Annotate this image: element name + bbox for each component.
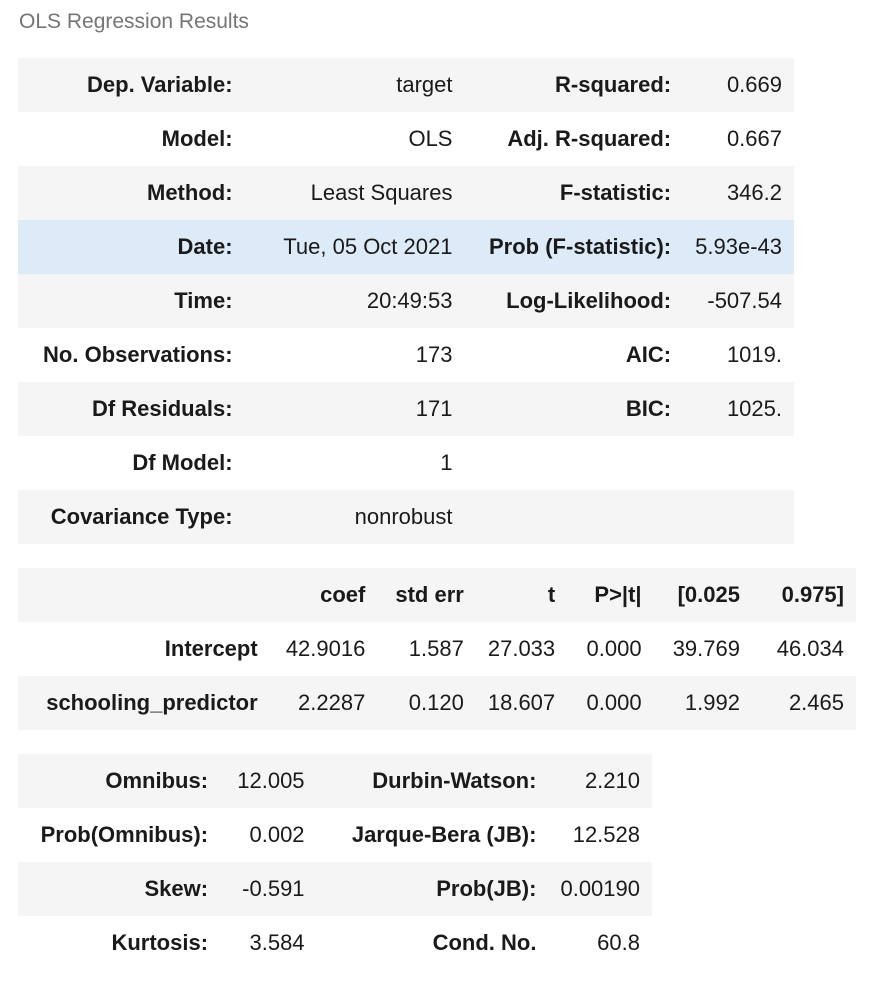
stat-value bbox=[683, 490, 794, 544]
stat-value: 1025. bbox=[726, 396, 782, 421]
stat-value: 20:49:53 bbox=[366, 288, 453, 313]
stat-value: 0.667 bbox=[726, 126, 782, 151]
table-row: Df Model: 1 bbox=[18, 436, 794, 490]
column-header-coef: coef bbox=[320, 582, 366, 607]
stat-value: 0.002 bbox=[249, 822, 305, 847]
table-row: Intercept 42.9016 1.587 27.033 0.000 39.… bbox=[18, 622, 856, 676]
table-row-highlighted: Date: Tue, 05 Oct 2021 Prob (F-statistic… bbox=[18, 220, 794, 274]
stat-label: BIC: bbox=[625, 396, 672, 421]
stat-value: Least Squares bbox=[310, 180, 453, 205]
t-value: 18.607 bbox=[487, 690, 556, 715]
stat-label: Adj. R-squared: bbox=[507, 126, 672, 151]
table-row: Skew: -0.591 Prob(JB): 0.00190 bbox=[18, 862, 652, 916]
stat-label: Covariance Type: bbox=[50, 504, 233, 529]
stat-value: -507.54 bbox=[707, 288, 782, 313]
table-row: Dep. Variable: target R-squared: 0.669 bbox=[18, 58, 794, 112]
stat-value: 346.2 bbox=[726, 180, 782, 205]
stat-value: -0.591 bbox=[242, 876, 305, 901]
ci-lower-value: 1.992 bbox=[684, 690, 740, 715]
stat-value: 12.528 bbox=[572, 822, 640, 847]
coef-value: 2.2287 bbox=[298, 690, 366, 715]
stat-label: Log-Likelihood: bbox=[506, 288, 672, 313]
table-row: Model: OLS Adj. R-squared: 0.667 bbox=[18, 112, 794, 166]
stat-label: Jarque-Bera (JB): bbox=[351, 822, 537, 847]
stat-value: OLS bbox=[408, 126, 453, 151]
stat-label bbox=[464, 436, 683, 490]
stat-label: Df Model: bbox=[132, 450, 233, 475]
t-value: 27.033 bbox=[487, 636, 556, 661]
row-label: Intercept bbox=[164, 636, 258, 661]
stat-label bbox=[464, 490, 683, 544]
stat-value: Tue, 05 Oct 2021 bbox=[283, 234, 453, 259]
table-row: No. Observations: 173 AIC: 1019. bbox=[18, 328, 794, 382]
stat-label: Model: bbox=[161, 126, 233, 151]
stat-label: No. Observations: bbox=[43, 342, 233, 367]
stat-label: Dep. Variable: bbox=[87, 72, 233, 97]
stat-label: Cond. No. bbox=[432, 930, 537, 955]
stat-label: Date: bbox=[177, 234, 233, 259]
ci-lower-value: 39.769 bbox=[672, 636, 740, 661]
coefficients-table: coef std err t P>|t| [0.025 0.975] Inter… bbox=[18, 568, 856, 730]
column-header-std-err: std err bbox=[395, 582, 464, 607]
stat-value: 3.584 bbox=[249, 930, 305, 955]
table-row: Df Residuals: 171 BIC: 1025. bbox=[18, 382, 794, 436]
model-summary-table: Dep. Variable: target R-squared: 0.669 M… bbox=[18, 58, 794, 544]
stat-value: 173 bbox=[415, 342, 453, 367]
stat-label: Df Residuals: bbox=[91, 396, 233, 421]
stat-value: nonrobust bbox=[354, 504, 453, 529]
table-row: schooling_predictor 2.2287 0.120 18.607 … bbox=[18, 676, 856, 730]
table-caption: OLS Regression Results bbox=[19, 10, 249, 33]
row-label: schooling_predictor bbox=[46, 690, 258, 715]
stat-value: 0.00190 bbox=[560, 876, 640, 901]
stat-label: Kurtosis: bbox=[111, 930, 209, 955]
std-err-value: 1.587 bbox=[408, 636, 464, 661]
table-header-row: coef std err t P>|t| [0.025 0.975] bbox=[18, 568, 856, 622]
stat-value: 60.8 bbox=[597, 930, 640, 955]
column-header-p-value: P>|t| bbox=[594, 582, 642, 607]
stat-label: R-squared: bbox=[555, 72, 672, 97]
table-row: Time: 20:49:53 Log-Likelihood: -507.54 bbox=[18, 274, 794, 328]
stat-label: Skew: bbox=[144, 876, 209, 901]
column-header-ci-upper: 0.975] bbox=[781, 582, 844, 607]
ci-upper-value: 46.034 bbox=[776, 636, 844, 661]
stat-value: 2.210 bbox=[584, 768, 640, 793]
diagnostics-table: Omnibus: 12.005 Durbin-Watson: 2.210 Pro… bbox=[18, 754, 652, 970]
stat-label: Time: bbox=[174, 288, 233, 313]
column-header bbox=[18, 568, 270, 622]
stat-value: 1 bbox=[440, 450, 453, 475]
ci-upper-value: 2.465 bbox=[788, 690, 844, 715]
stat-label: Prob(JB): bbox=[436, 876, 537, 901]
table-row: Kurtosis: 3.584 Cond. No. 60.8 bbox=[18, 916, 652, 970]
table-row: Covariance Type: nonrobust bbox=[18, 490, 794, 544]
stat-label: Method: bbox=[147, 180, 233, 205]
stat-label: AIC: bbox=[625, 342, 672, 367]
stat-value bbox=[683, 436, 794, 490]
std-err-value: 0.120 bbox=[408, 690, 464, 715]
stat-label: Prob (F-statistic): bbox=[489, 234, 672, 259]
stat-value: 0.669 bbox=[726, 72, 782, 97]
stat-value: 171 bbox=[415, 396, 453, 421]
stat-value: 12.005 bbox=[237, 768, 305, 793]
stat-label: Omnibus: bbox=[105, 768, 209, 793]
table-row: Method: Least Squares F-statistic: 346.2 bbox=[18, 166, 794, 220]
table-row: Omnibus: 12.005 Durbin-Watson: 2.210 bbox=[18, 754, 652, 808]
stat-value: target bbox=[396, 72, 453, 97]
column-header-t: t bbox=[547, 582, 556, 607]
stat-value: 1019. bbox=[726, 342, 782, 367]
table-row: Prob(Omnibus): 0.002 Jarque-Bera (JB): 1… bbox=[18, 808, 652, 862]
p-value: 0.000 bbox=[586, 690, 642, 715]
p-value: 0.000 bbox=[586, 636, 642, 661]
stat-value: 5.93e-43 bbox=[695, 234, 782, 259]
stat-label: Durbin-Watson: bbox=[372, 768, 537, 793]
stat-label: F-statistic: bbox=[559, 180, 672, 205]
column-header-ci-lower: [0.025 bbox=[677, 582, 740, 607]
coef-value: 42.9016 bbox=[285, 636, 366, 661]
stat-label: Prob(Omnibus): bbox=[40, 822, 209, 847]
